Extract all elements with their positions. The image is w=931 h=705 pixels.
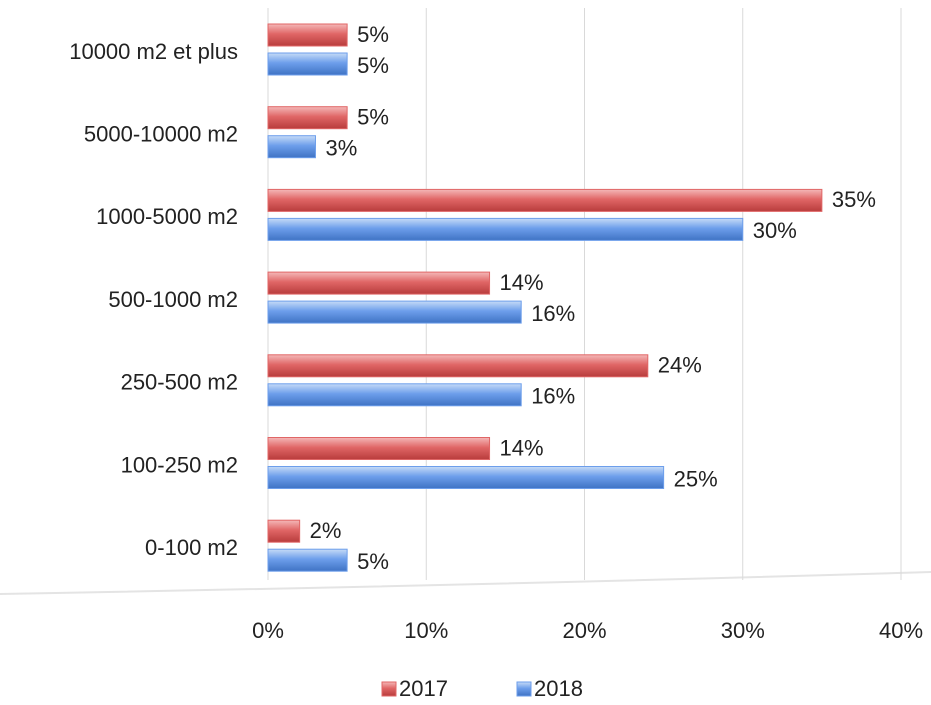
bar: [267, 271, 491, 295]
x-tick-label: 40%: [879, 618, 923, 643]
bar: [267, 52, 348, 76]
bar: [267, 23, 348, 47]
bar: [267, 548, 348, 572]
bar: [267, 217, 744, 241]
x-tick-label: 10%: [404, 618, 448, 643]
y-tick-label: 500-1000 m2: [108, 287, 238, 312]
value-label: 2%: [310, 518, 342, 543]
legend-swatch: [381, 681, 397, 697]
value-label: 25%: [674, 466, 718, 491]
value-label: 5%: [357, 22, 389, 47]
bar: [267, 354, 649, 378]
legend-label: 2018: [534, 676, 583, 701]
value-label: 30%: [753, 218, 797, 243]
decoration: [0, 571, 931, 595]
bar: [267, 106, 348, 130]
value-label: 16%: [531, 384, 575, 409]
legend-label: 2017: [399, 676, 448, 701]
bar: [267, 519, 301, 543]
x-tick-label: 0%: [252, 618, 284, 643]
bar: [267, 383, 522, 407]
y-tick-label: 100-250 m2: [121, 452, 238, 477]
bar: [267, 300, 522, 324]
value-label: 14%: [500, 270, 544, 295]
x-tick-label: 20%: [562, 618, 606, 643]
bar: [267, 188, 823, 212]
value-label: 16%: [531, 301, 575, 326]
value-label: 35%: [832, 187, 876, 212]
y-tick-label: 250-500 m2: [121, 370, 238, 395]
bar: [267, 466, 665, 489]
y-tick-label: 10000 m2 et plus: [69, 39, 238, 64]
value-label: 5%: [357, 549, 389, 574]
value-label: 3%: [325, 136, 357, 161]
value-label: 5%: [357, 105, 389, 130]
x-tick-label: 30%: [721, 618, 765, 643]
value-label: 24%: [658, 353, 702, 378]
value-label: 14%: [500, 435, 544, 460]
y-tick-label: 5000-10000 m2: [84, 122, 238, 147]
legend-swatch: [516, 681, 532, 697]
bar: [267, 135, 316, 159]
value-label: 5%: [357, 53, 389, 78]
y-tick-label: 0-100 m2: [145, 535, 238, 560]
bar: [267, 437, 491, 460]
y-tick-label: 1000-5000 m2: [96, 204, 238, 229]
